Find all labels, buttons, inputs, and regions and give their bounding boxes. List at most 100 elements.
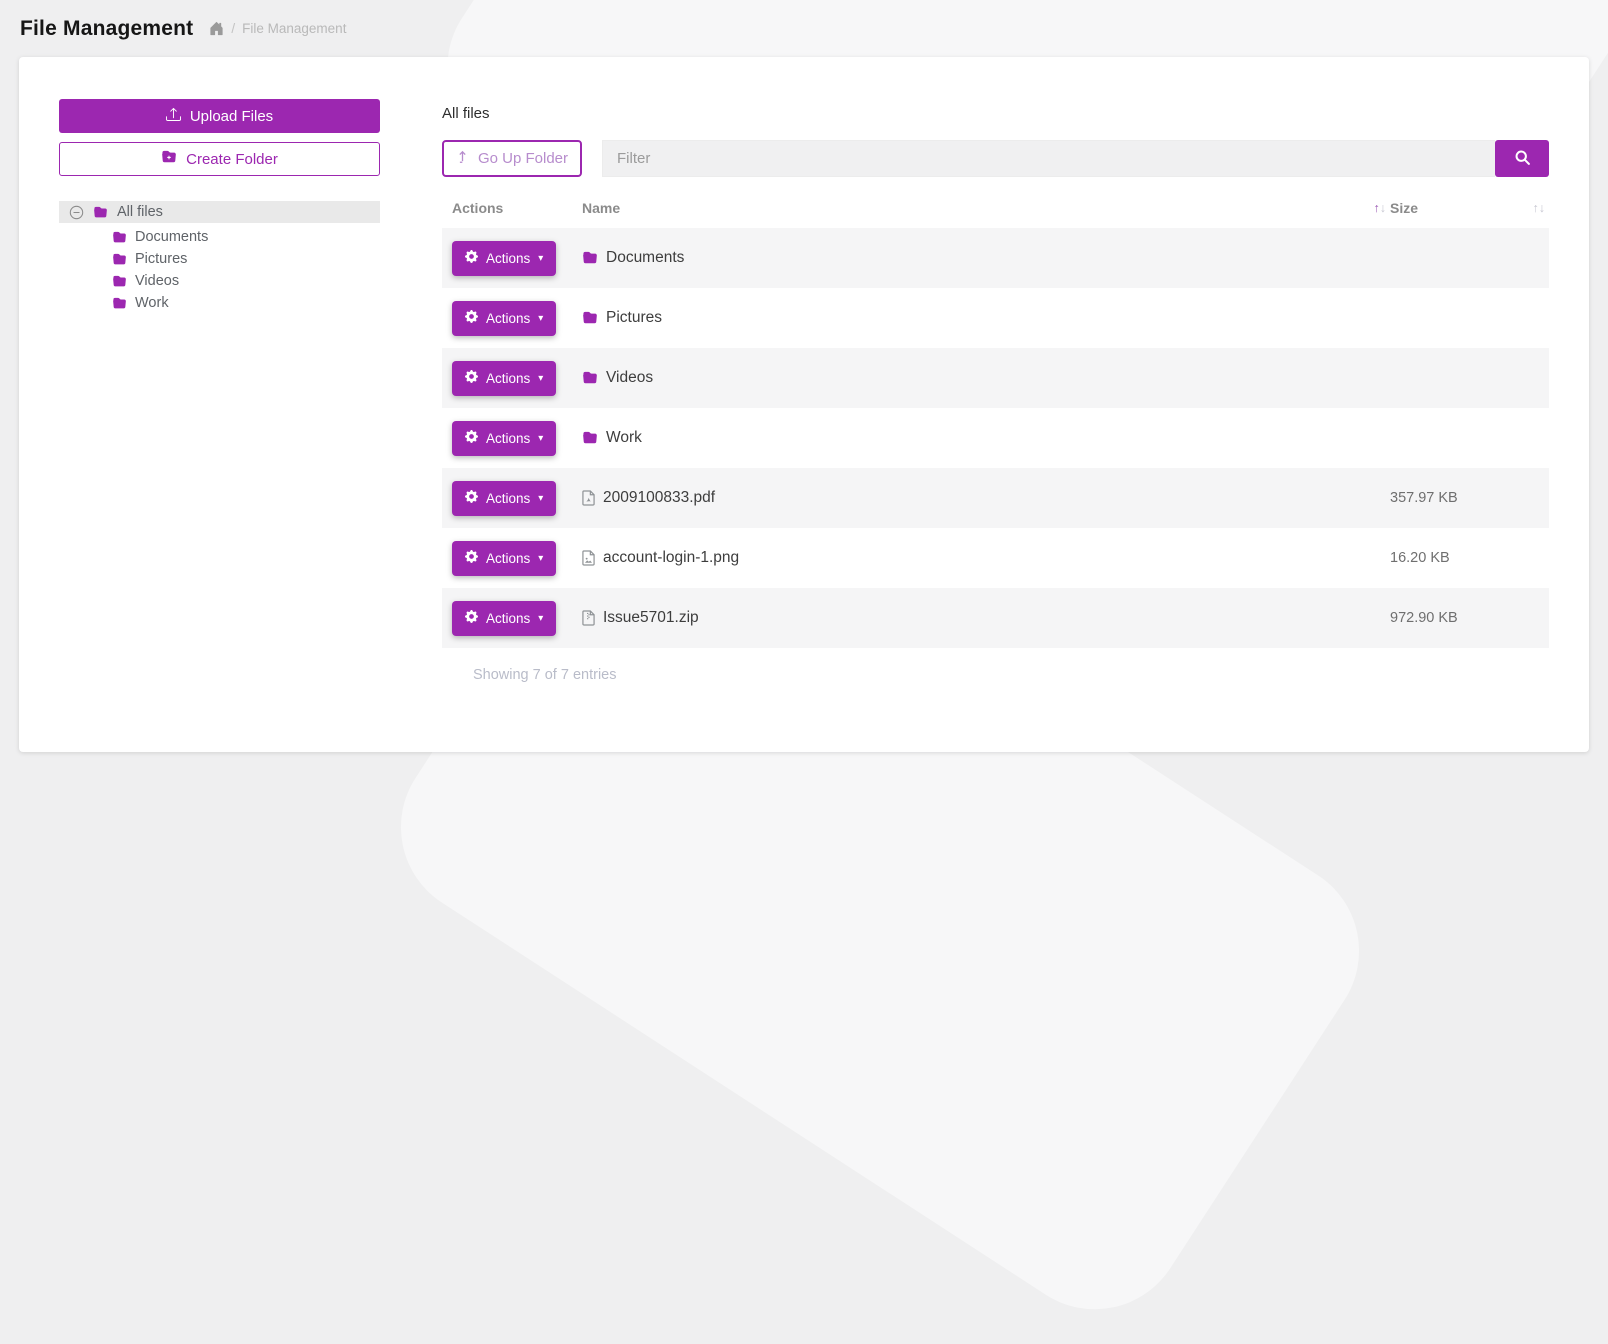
search-button[interactable] <box>1495 140 1549 177</box>
filter-input[interactable] <box>602 140 1495 177</box>
caret-down-icon: ▾ <box>538 613 544 624</box>
gear-icon <box>465 310 478 326</box>
table-row: Actions ▾ Videos <box>442 348 1549 408</box>
column-header-size[interactable]: Size <box>1390 200 1419 216</box>
tree-item-label: Videos <box>135 273 180 289</box>
file-name[interactable]: 2009100833.pdf <box>603 489 716 506</box>
actions-button-label: Actions <box>486 430 531 446</box>
create-folder-button[interactable]: Create Folder <box>59 142 380 176</box>
tree-item-label: Work <box>135 295 169 311</box>
caret-down-icon: ▾ <box>538 373 544 384</box>
content-card: Upload Files Create Folder All files Do <box>19 57 1589 752</box>
gear-icon <box>465 490 478 506</box>
caret-down-icon: ▾ <box>538 493 544 504</box>
folder-icon <box>93 206 108 219</box>
go-up-folder-button[interactable]: Go Up Folder <box>442 140 582 177</box>
sidebar: Upload Files Create Folder All files Do <box>59 99 380 752</box>
folder-icon <box>112 253 127 266</box>
table-row: Actions ▾ 2009100833.pdf 357.97 KB <box>442 468 1549 528</box>
file-size: 16.20 KB <box>1390 550 1450 566</box>
table-row: Actions ▾ Issue5701.zip 972.90 KB <box>442 588 1549 648</box>
gear-icon <box>465 250 478 266</box>
column-header-name[interactable]: Name <box>582 200 621 216</box>
gear-icon <box>465 370 478 386</box>
folder-icon <box>582 311 598 325</box>
sort-icon-size[interactable]: ↑↓ <box>1532 201 1546 215</box>
caret-down-icon: ▾ <box>538 313 544 324</box>
file-name[interactable]: account-login-1.png <box>603 549 740 566</box>
actions-button-label: Actions <box>486 250 531 266</box>
folder-icon <box>112 231 127 244</box>
tree-item-work[interactable]: Work <box>59 292 380 314</box>
upload-icon <box>165 107 181 126</box>
main-panel: All files Go Up Folder Actions Name <box>442 99 1549 752</box>
actions-button-label: Actions <box>486 370 531 386</box>
actions-dropdown-button[interactable]: Actions ▾ <box>452 300 557 336</box>
file-name[interactable]: Work <box>606 429 642 446</box>
tree-item-videos[interactable]: Videos <box>59 270 380 292</box>
actions-button-label: Actions <box>486 310 531 326</box>
current-folder-heading: All files <box>442 105 490 122</box>
create-folder-label: Create Folder <box>186 150 278 168</box>
actions-dropdown-button[interactable]: Actions ▾ <box>452 540 557 576</box>
upload-files-label: Upload Files <box>189 107 274 125</box>
table-body: Actions ▾ Documents Actions ▾ Pictures <box>442 228 1549 648</box>
image-file-icon <box>582 550 595 566</box>
gear-icon <box>465 550 478 566</box>
actions-button-label: Actions <box>486 610 531 626</box>
actions-button-label: Actions <box>486 490 531 506</box>
folder-icon <box>582 431 598 445</box>
actions-dropdown-button[interactable]: Actions ▾ <box>452 420 557 456</box>
file-size: 357.97 KB <box>1390 490 1458 506</box>
entries-summary: Showing 7 of 7 entries <box>473 667 617 683</box>
filter-group <box>602 140 1549 177</box>
sort-icon-name[interactable]: ↑↓ <box>1373 201 1387 215</box>
file-name[interactable]: Issue5701.zip <box>603 609 699 626</box>
file-name[interactable]: Pictures <box>606 309 662 326</box>
gear-icon <box>465 430 478 446</box>
file-name[interactable]: Videos <box>606 369 654 386</box>
go-up-folder-label: Go Up Folder <box>477 150 569 167</box>
actions-dropdown-button[interactable]: Actions ▾ <box>452 360 557 396</box>
caret-down-icon: ▾ <box>538 553 544 564</box>
file-name[interactable]: Documents <box>606 249 685 266</box>
table-row: Actions ▾ Documents <box>442 228 1549 288</box>
tree-item-label: Documents <box>135 229 209 245</box>
table-row: Actions ▾ account-login-1.png 16.20 KB <box>442 528 1549 588</box>
tree-root-label: All files <box>117 204 163 220</box>
caret-down-icon: ▾ <box>538 433 544 444</box>
folder-icon <box>582 251 598 265</box>
breadcrumb: / File Management <box>209 21 346 36</box>
search-icon <box>1514 149 1531 169</box>
table-row: Actions ▾ Pictures <box>442 288 1549 348</box>
file-size: 972.90 KB <box>1390 610 1458 626</box>
tree-item-pictures[interactable]: Pictures <box>59 248 380 270</box>
table-row: Actions ▾ Work <box>442 408 1549 468</box>
tree-item-documents[interactable]: Documents <box>59 226 380 248</box>
folder-icon <box>112 275 127 288</box>
gear-icon <box>465 610 478 626</box>
collapse-minus-icon[interactable] <box>69 205 84 220</box>
actions-dropdown-button[interactable]: Actions ▾ <box>452 480 557 516</box>
upload-files-button[interactable]: Upload Files <box>59 99 380 133</box>
home-icon[interactable] <box>209 21 224 36</box>
tree-item-all-files[interactable]: All files <box>59 201 380 223</box>
page-header: File Management / File Management <box>0 0 1608 57</box>
folder-icon <box>112 297 127 310</box>
caret-down-icon: ▾ <box>538 253 544 264</box>
tree-item-label: Pictures <box>135 251 188 267</box>
table-header: Actions Name ↑↓ Size ↑↓ <box>442 192 1549 228</box>
column-header-actions: Actions <box>452 200 504 216</box>
breadcrumb-separator: / <box>231 21 236 36</box>
actions-dropdown-button[interactable]: Actions ▾ <box>452 600 557 636</box>
tree-children: Documents Pictures Videos Work <box>59 226 380 314</box>
zip-file-icon <box>582 610 595 626</box>
folder-plus-icon <box>161 150 177 168</box>
actions-button-label: Actions <box>486 550 531 566</box>
folder-icon <box>582 371 598 385</box>
page-title: File Management <box>20 16 194 40</box>
toolbar: Go Up Folder <box>442 140 1549 177</box>
actions-dropdown-button[interactable]: Actions ▾ <box>452 240 557 276</box>
folder-tree: All files Documents Pictures Videos Work <box>59 201 380 314</box>
breadcrumb-current: File Management <box>242 21 347 36</box>
